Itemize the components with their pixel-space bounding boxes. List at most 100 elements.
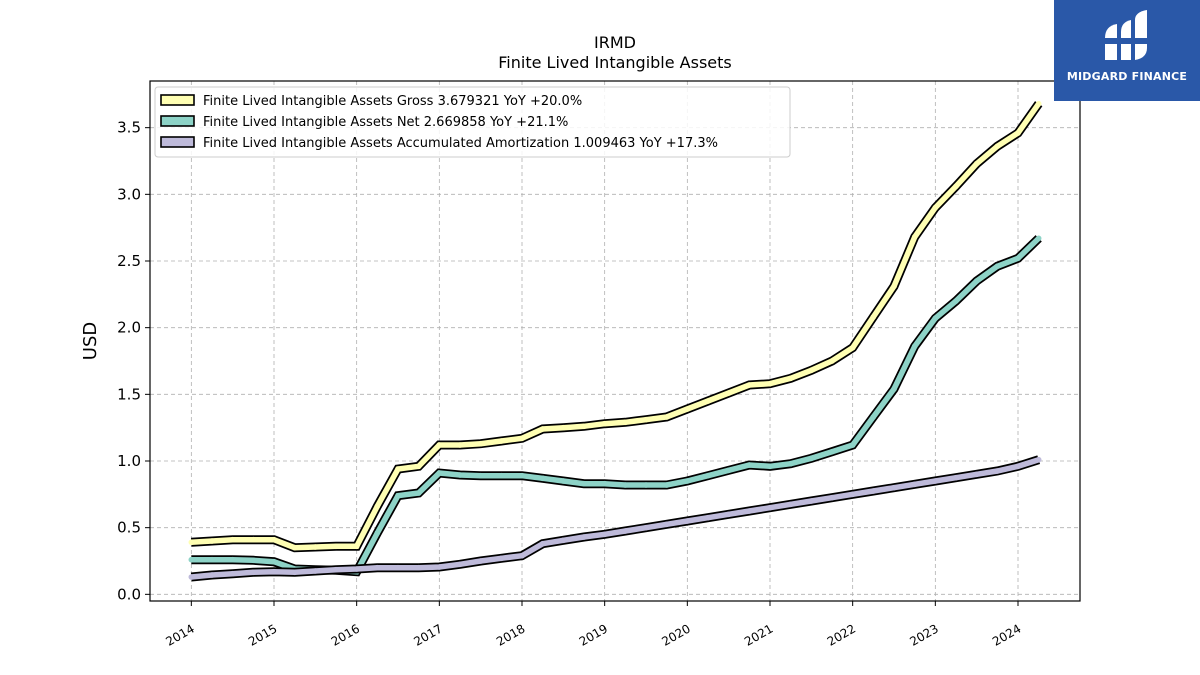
series-1-point	[519, 472, 525, 479]
series-outline-2	[190, 455, 1041, 582]
series-layer	[188, 100, 1043, 582]
legend-label-0: Finite Lived Intangible Assets Gross 3.6…	[203, 94, 582, 109]
series-line-2	[191, 457, 1040, 580]
series-2-point	[374, 564, 381, 571]
series-1-point	[911, 343, 918, 350]
series-0-point	[705, 398, 711, 404]
series-0-point	[870, 314, 877, 320]
x-tick-label: 2024	[990, 621, 1023, 648]
legend-box	[154, 86, 791, 158]
series-line-0	[191, 102, 1041, 551]
y-tick-label: 0.5	[117, 519, 141, 537]
series-0-point	[519, 435, 525, 442]
series-0-point	[457, 442, 463, 448]
series-2-point	[395, 564, 401, 571]
x-tick-label: 2015	[246, 621, 279, 648]
series-2-point	[333, 566, 339, 573]
series-1-point	[808, 455, 815, 462]
series-2-point	[539, 540, 546, 547]
series-0-point	[395, 466, 401, 472]
series-1-point	[188, 556, 195, 563]
series-2-point	[415, 564, 422, 571]
series-0-point	[911, 234, 918, 240]
series-2-point	[353, 566, 360, 572]
series-0-point	[622, 419, 629, 426]
grid-layer	[150, 81, 1080, 601]
series-2-point	[870, 488, 877, 494]
series-2-point	[457, 561, 463, 568]
series-2-point	[229, 570, 236, 577]
series-2-point	[560, 537, 567, 544]
midgard-logo-icon	[1103, 10, 1149, 60]
series-1-point	[953, 298, 959, 304]
series-1-point	[767, 463, 773, 470]
series-1-point	[973, 278, 980, 284]
y-tick-label: 1.5	[117, 385, 141, 403]
series-2-point	[1035, 456, 1042, 463]
series-1-point	[560, 478, 567, 484]
series-2-point	[519, 552, 525, 559]
chart-subtitle: Finite Lived Intangible Assets	[498, 53, 731, 72]
series-1-point	[271, 558, 277, 565]
series-2-point	[808, 498, 815, 504]
series-0-point	[829, 358, 835, 364]
series-2-point	[849, 491, 856, 498]
x-tick-label: 2023	[907, 621, 940, 648]
series-0-point	[250, 536, 257, 543]
series-1-point	[601, 480, 608, 487]
series-2-point	[746, 508, 753, 514]
plot-frame	[149, 80, 1081, 602]
series-2-point	[767, 504, 773, 511]
y-tick-label: 2.5	[117, 252, 141, 270]
x-tick-label: 2021	[742, 621, 775, 648]
series-1-point	[1035, 235, 1042, 242]
series-0-point	[333, 543, 339, 550]
series-0-point	[477, 440, 484, 447]
series-2-point	[994, 468, 1001, 474]
series-0-point	[312, 544, 319, 550]
series-0-point	[498, 438, 505, 444]
series-2-point	[581, 534, 587, 540]
series-2-point	[250, 569, 257, 576]
series-0-point	[767, 380, 773, 387]
x-tick-label: 2014	[163, 621, 196, 648]
series-0-point	[1015, 130, 1021, 136]
series-2-point	[601, 531, 608, 538]
series-1-point	[477, 472, 484, 479]
series-1-point	[498, 472, 505, 479]
series-1-point	[457, 472, 463, 478]
series-1-point	[870, 414, 877, 420]
series-0-point	[229, 536, 236, 543]
series-1-point	[539, 475, 546, 482]
legend-label-1: Finite Lived Intangible Assets Net 2.669…	[203, 115, 568, 130]
y-tick-label: 3.0	[117, 185, 141, 203]
series-0-point	[684, 406, 691, 412]
series-0-point	[415, 463, 422, 470]
x-tick-label: 2020	[659, 621, 692, 648]
series-0-point	[725, 390, 732, 396]
x-tick-label: 2018	[494, 621, 527, 648]
series-0-point	[953, 183, 959, 190]
x-tick-label: 2016	[329, 621, 362, 648]
series-2-point	[684, 518, 691, 524]
series-1-point	[829, 448, 835, 455]
series-2-point	[787, 501, 794, 508]
x-tick-label: 2017	[411, 621, 444, 648]
series-1-point	[250, 557, 257, 564]
series-0-point	[271, 536, 277, 543]
series-0-point	[209, 538, 215, 544]
series-1-point	[643, 482, 649, 488]
series-0-point	[581, 423, 587, 430]
series-0-point	[601, 420, 608, 427]
legend-swatch-0	[160, 94, 195, 106]
series-0-point	[436, 442, 443, 448]
series-1-point	[932, 315, 939, 322]
series-0-point	[353, 543, 360, 550]
series-1-point	[994, 263, 1001, 270]
y-tick-label: 2.0	[117, 319, 141, 337]
series-0-point	[560, 424, 567, 431]
series-1-point	[1015, 255, 1021, 262]
y-tick-label: 0.0	[117, 585, 141, 603]
series-1-point	[395, 492, 401, 499]
